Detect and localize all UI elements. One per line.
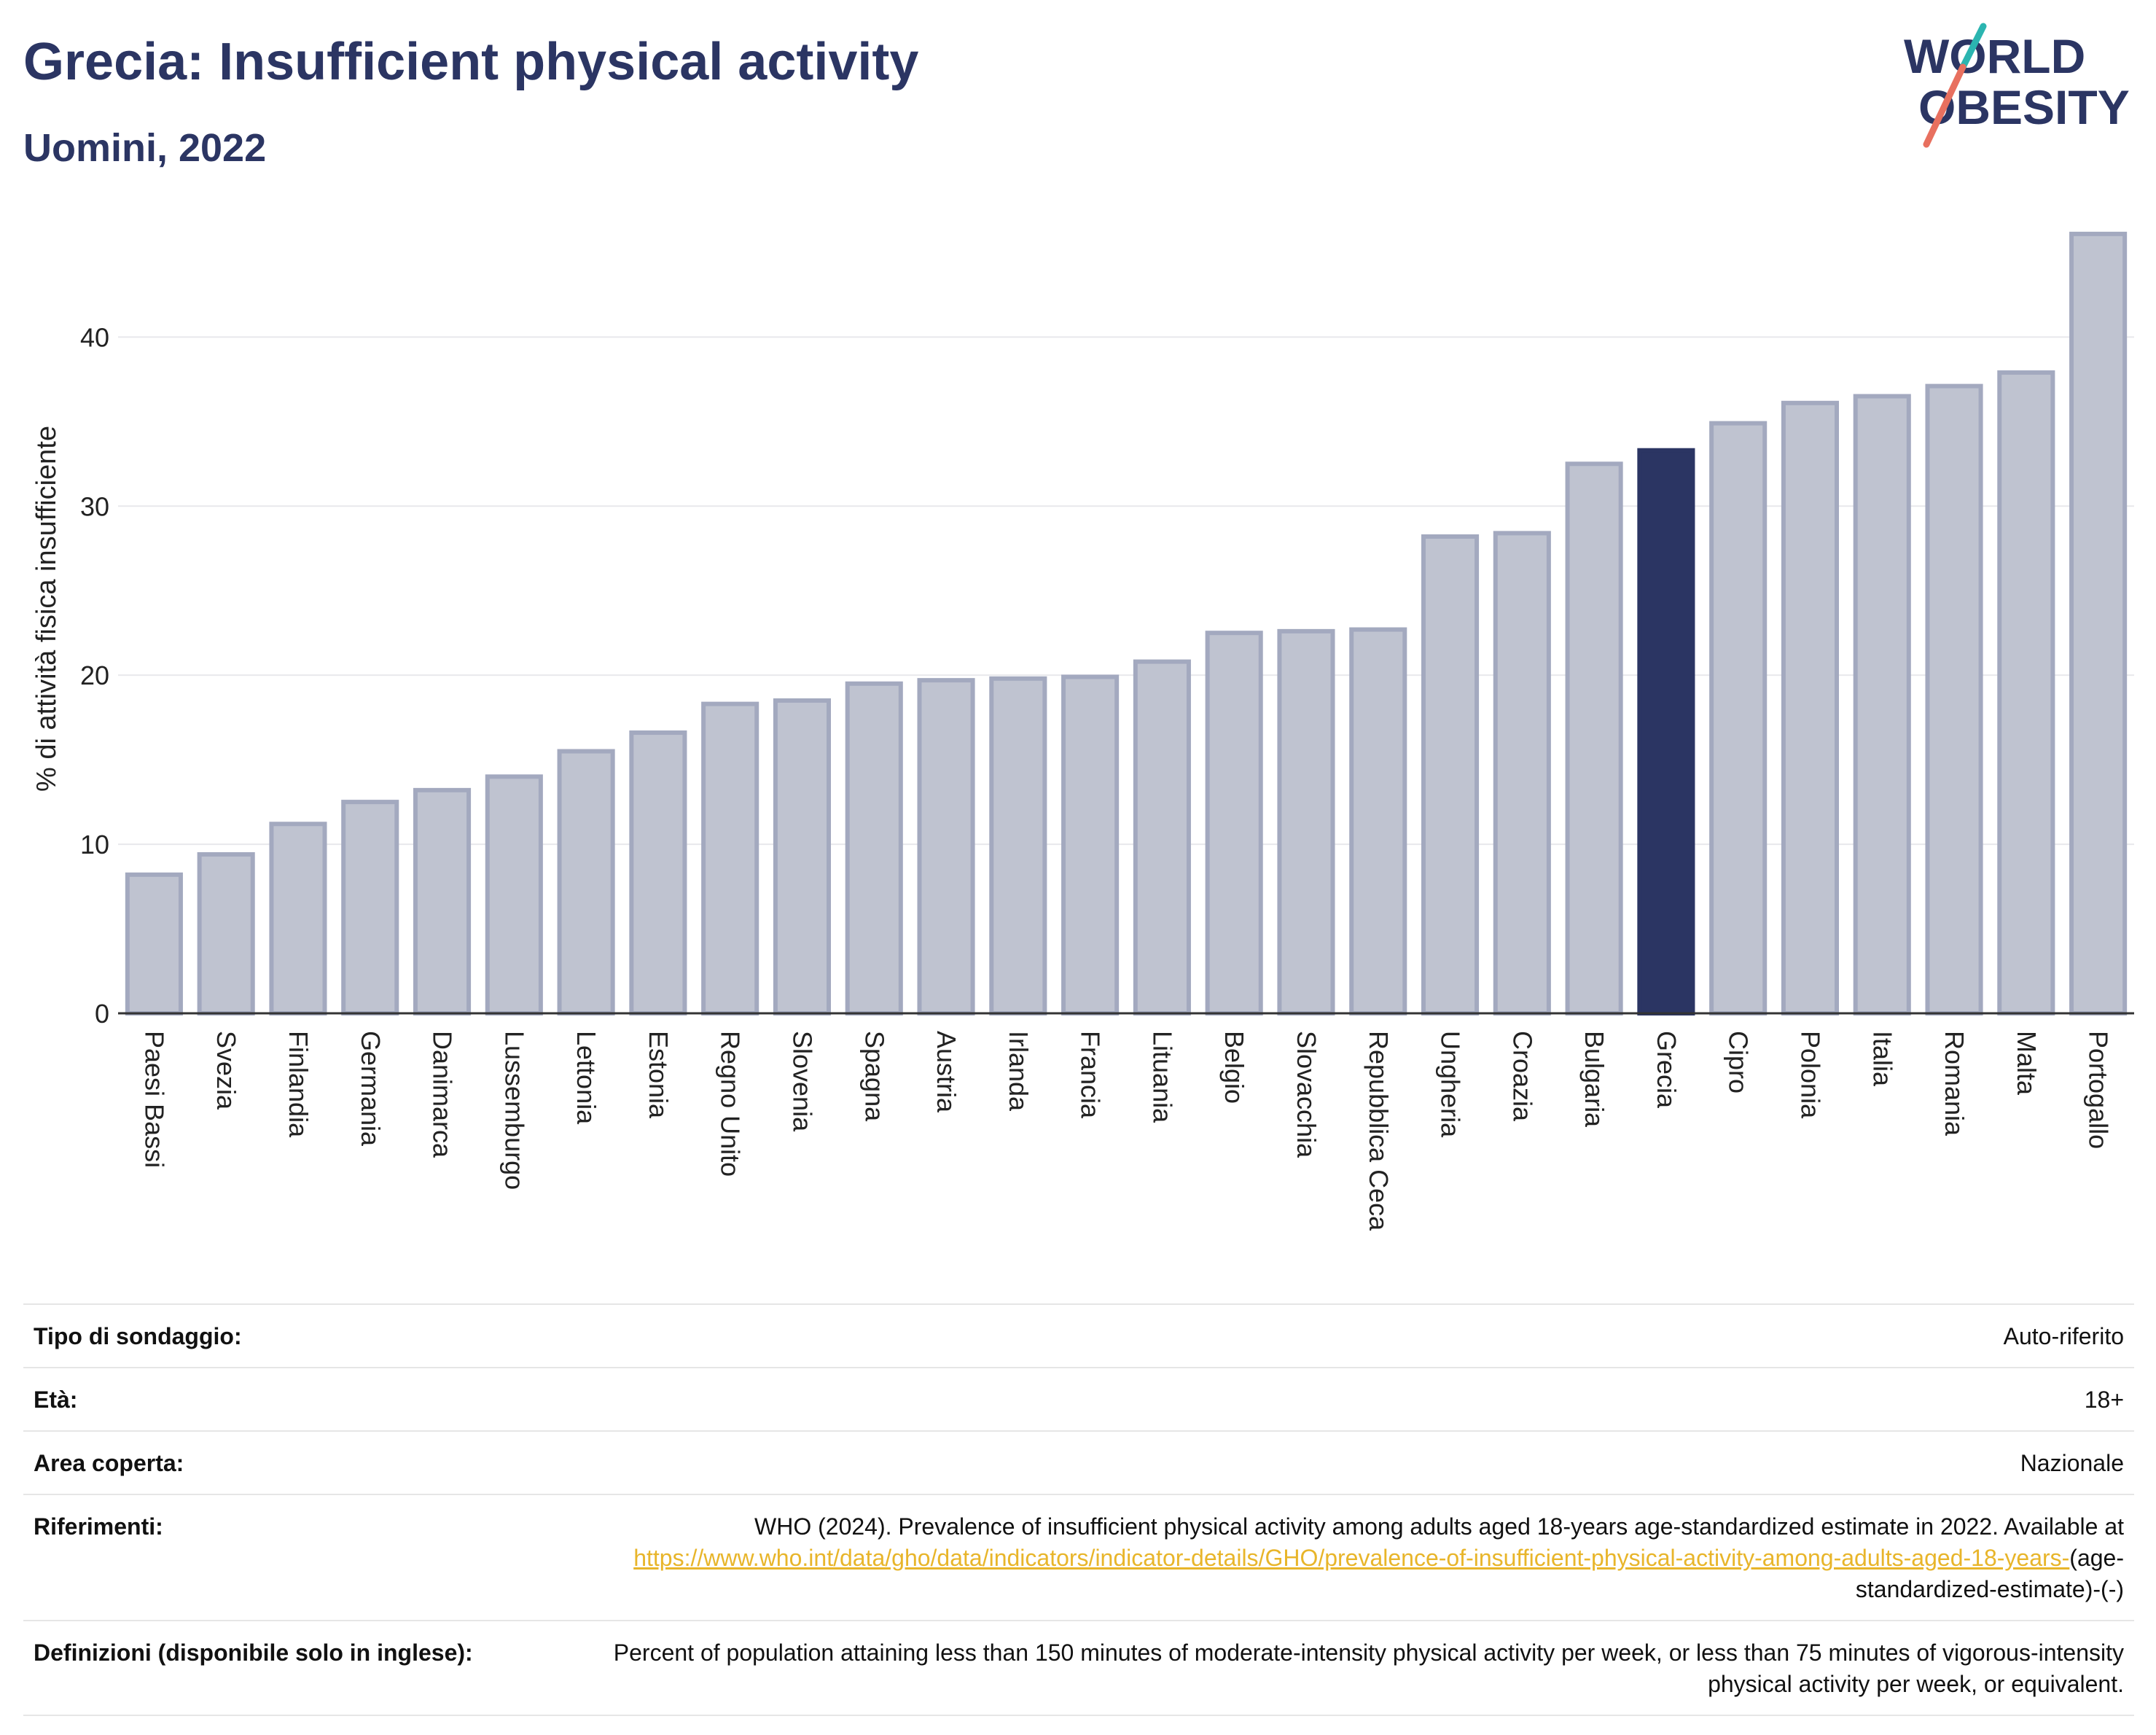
bar [1349, 627, 1407, 1015]
chart-subtitle: Uomini, 2022 [23, 126, 267, 170]
info-label: Età: [34, 1387, 78, 1413]
x-tick-label: Danimarca [428, 1031, 458, 1158]
bar [485, 774, 543, 1015]
x-tick-label: Francia [1076, 1031, 1106, 1119]
x-tick-label: Lituania [1147, 1031, 1177, 1123]
bar [1565, 461, 1623, 1015]
bar [989, 676, 1047, 1016]
reference-text-after: (age-standardized-estimate)-(-) [1855, 1545, 2124, 1602]
info-value: 18+ [2084, 1387, 2124, 1413]
info-value: Auto-riferito [2003, 1323, 2124, 1349]
x-tick-label: Croazia [1507, 1031, 1537, 1122]
info-row-age: Età: 18+ [23, 1368, 2134, 1432]
x-tick-label: Portogallo [2084, 1031, 2114, 1149]
x-tick-label: Irlanda [1004, 1031, 1034, 1112]
x-tick-label: Romania [1940, 1031, 1969, 1136]
bar [2069, 231, 2128, 1016]
bar [1997, 370, 2055, 1015]
info-row-definitions: Definizioni (disponibile solo in inglese… [23, 1621, 2134, 1716]
x-tick-label: Lettonia [571, 1031, 601, 1125]
bar [197, 852, 255, 1015]
x-tick-label: Malta [2012, 1031, 2042, 1096]
y-tick-label: 0 [95, 999, 109, 1029]
info-label: Area coperta: [34, 1450, 184, 1476]
x-tick-label: Ungheria [1436, 1031, 1466, 1138]
x-tick-label: Cipro [1724, 1031, 1754, 1093]
y-tick-label: 30 [80, 491, 109, 521]
bar [269, 822, 327, 1016]
bar [1205, 631, 1263, 1015]
reference-text: WHO (2024). Prevalence of insufficient p… [754, 1513, 2124, 1540]
bar [1277, 628, 1335, 1015]
x-tick-label: Lussemburgo [499, 1031, 529, 1190]
x-tick-label: Spagna [859, 1031, 889, 1122]
y-tick-label: 40 [80, 322, 109, 352]
info-value: Nazionale [2020, 1450, 2124, 1476]
info-label: Tipo di sondaggio: [34, 1323, 242, 1349]
y-tick-label: 10 [80, 830, 109, 859]
x-tick-label: Italia [1867, 1031, 1897, 1087]
axes: 0 10 20 30 40 [80, 322, 2134, 1029]
info-value: WHO (2024). Prevalence of insufficient p… [544, 1511, 2124, 1605]
y-tick-label: 20 [80, 660, 109, 690]
logo-line-1: WORLD [1904, 29, 2085, 83]
y-axis-label: % di attività fisica insufficiente [31, 426, 62, 792]
reference-link[interactable]: https://www.who.int/data/gho/data/indica… [633, 1545, 2070, 1571]
bar [917, 678, 975, 1016]
x-tick-label: Repubblica Ceca [1364, 1031, 1394, 1231]
bar [701, 701, 759, 1016]
x-tick-label: Paesi Bassi [139, 1031, 169, 1168]
bar [845, 681, 903, 1015]
bar-chart: 0 10 20 30 40 Paesi Bassi Svezia Finlandia Germ… [31, 231, 2134, 1231]
bar [773, 698, 832, 1015]
x-tick-label: Finlandia [284, 1031, 313, 1138]
info-label: Definizioni (disponibile solo in inglese… [34, 1640, 473, 1666]
bar [557, 749, 615, 1015]
bar [1421, 534, 1480, 1015]
info-row-area: Area coperta: Nazionale [23, 1432, 2134, 1495]
x-tick-label: Belgio [1219, 1031, 1249, 1104]
x-tick-labels: Paesi Bassi Svezia Finlandia Germania Danima… [139, 1031, 2113, 1231]
x-tick-label: Germania [356, 1031, 386, 1147]
bar [1781, 400, 1840, 1015]
bar [1709, 421, 1768, 1015]
bar [629, 730, 687, 1016]
bar [1925, 383, 1983, 1015]
info-row-references: Riferimenti: WHO (2024). Prevalence of i… [23, 1495, 2134, 1621]
bars [125, 231, 2128, 1016]
x-tick-label: Austria [931, 1031, 961, 1113]
logo-slash-teal [1959, 23, 1987, 71]
x-tick-label: Bulgaria [1579, 1031, 1609, 1128]
logo-slash-coral [1923, 63, 1966, 148]
info-value: Percent of population attaining less tha… [613, 1640, 2124, 1697]
bar-highlighted [1637, 448, 1695, 1015]
x-tick-label: Regno Unito [716, 1031, 746, 1177]
bar [1493, 531, 1551, 1015]
bar [1061, 674, 1120, 1016]
bar [1853, 394, 1911, 1015]
info-label: Riferimenti: [34, 1513, 163, 1540]
info-row-survey-type: Tipo di sondaggio: Auto-riferito [23, 1305, 2134, 1368]
x-tick-label: Svezia [211, 1031, 241, 1110]
x-tick-label: Polonia [1795, 1031, 1825, 1119]
x-tick-label: Slovacchia [1292, 1031, 1321, 1158]
x-tick-label: Grecia [1652, 1031, 1682, 1109]
x-tick-label: Slovenia [787, 1031, 817, 1132]
info-table: Tipo di sondaggio: Auto-riferito Età: 18… [23, 1303, 2134, 1716]
bar [341, 800, 399, 1015]
x-tick-label: Estonia [644, 1031, 673, 1119]
bar [1133, 659, 1191, 1015]
bar [413, 787, 472, 1015]
bar [125, 872, 183, 1016]
world-obesity-logo: WORLD OBESITY [1904, 23, 2130, 148]
chart-title: Grecia: Insufficient physical activity [23, 33, 919, 91]
